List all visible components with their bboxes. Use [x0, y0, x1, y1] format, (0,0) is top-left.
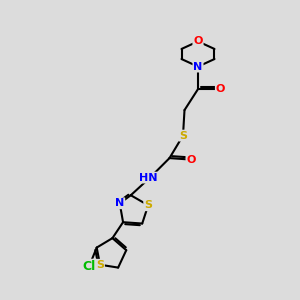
Text: N: N: [115, 198, 124, 208]
Text: Cl: Cl: [82, 260, 96, 273]
Text: O: O: [186, 154, 196, 165]
Text: N: N: [194, 61, 202, 72]
Text: S: S: [144, 200, 152, 210]
Text: HN: HN: [139, 172, 158, 183]
Text: O: O: [193, 36, 203, 46]
Text: S: S: [179, 130, 187, 141]
Text: S: S: [96, 260, 104, 270]
Text: O: O: [216, 84, 225, 94]
